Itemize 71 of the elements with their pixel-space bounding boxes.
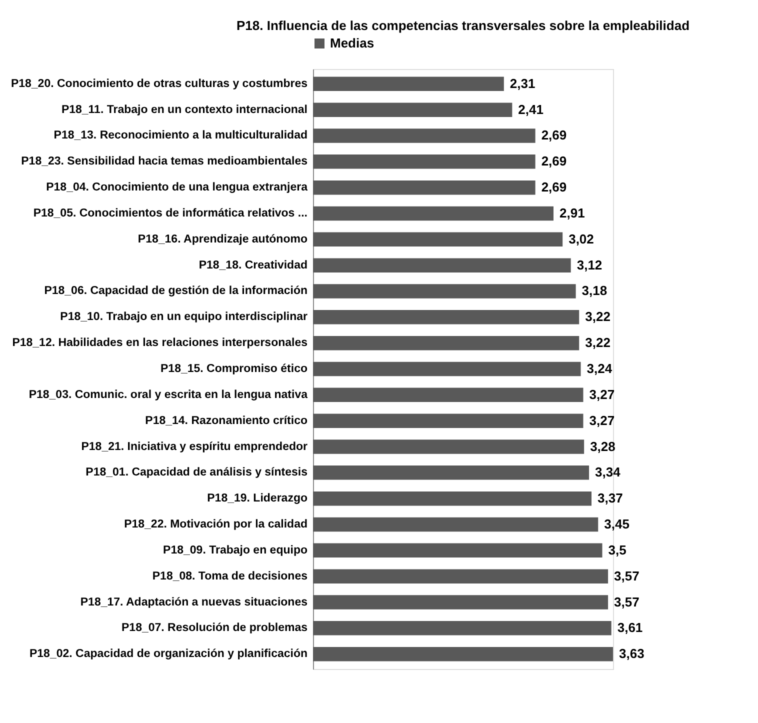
data-label: 3,57 (614, 594, 640, 610)
y-tick-label: P18_22. Motivación por la calidad (124, 518, 308, 531)
data-label: 2,69 (541, 180, 567, 195)
y-tick-label: P18_10. Trabajo en un equipo interdisciplinar (60, 311, 308, 324)
bar (313, 180, 536, 195)
y-tick-label: P18_02. Capacidad de organización y planificación (29, 648, 308, 660)
y-tick-label: P18_18. Creatividad (198, 259, 308, 272)
y-tick-label: P18_06. Capacidad de gestión de la información (44, 285, 308, 298)
bar (313, 517, 598, 532)
y-tick-label: P18_19. Liderazgo (207, 492, 308, 505)
y-tick-label: P18_15. Compromiso ético (160, 363, 308, 375)
y-tick-label: P18_12. Habilidades en las relaciones interpersonales (12, 337, 308, 350)
y-tick-label: P18_05. Conocimientos de informática relativos ... (33, 207, 308, 220)
y-tick-label: P18_16. Aprendizaje autónomo (138, 233, 308, 246)
bar (313, 362, 581, 376)
bar (313, 646, 613, 662)
data-label: 3,18 (582, 283, 608, 298)
data-label: 2,69 (541, 154, 567, 169)
y-tick-label: P18_11. Trabajo en un contexto internacional (61, 104, 308, 116)
data-label: 3,37 (598, 490, 623, 506)
legend-label: Medias (330, 36, 374, 50)
bar (313, 466, 590, 480)
data-label: 3,61 (617, 620, 643, 636)
bar (313, 284, 576, 298)
y-tick-label: P18_17. Adaptación a nuevas situaciones (80, 596, 308, 608)
bar (313, 76, 504, 92)
y-tick-label: P18_14. Razonamiento crítico (145, 414, 308, 427)
data-label: 3,22 (585, 335, 610, 350)
data-label: 3,27 (589, 386, 615, 402)
data-label: 2,31 (510, 76, 536, 91)
bar (313, 102, 512, 117)
data-label: 3,12 (576, 257, 602, 272)
y-tick-label: P18_07. Resolución de problemas (122, 622, 308, 634)
chart-title: P18. Influencia de las competencias transversales sobre la empleabilidad (236, 18, 690, 33)
bar (313, 128, 536, 143)
bar (313, 388, 584, 402)
bar (313, 232, 563, 247)
y-tick-label: P18_21. Iniciativa y espíritu emprendedor (81, 440, 308, 453)
data-label: 3,63 (619, 646, 644, 662)
data-label: 3,02 (568, 231, 594, 246)
data-label: 3,24 (586, 361, 613, 376)
bar (313, 154, 536, 169)
bar (313, 621, 612, 636)
bar (313, 414, 584, 428)
y-tick-label: P18_08. Toma de decisiones (152, 570, 308, 582)
data-label: 3,57 (614, 568, 640, 584)
y-tick-label: P18_09. Trabajo en equipo (163, 544, 308, 556)
bar (313, 440, 584, 454)
bar (313, 491, 592, 506)
bar (313, 543, 602, 558)
data-label: 2,41 (518, 102, 544, 117)
bar (313, 258, 571, 272)
data-label: 2,69 (541, 128, 567, 143)
data-label: 3,34 (595, 464, 622, 480)
data-label: 3,22 (585, 309, 610, 324)
y-tick-label: P18_03. Comunic. oral y escrita en la lengua nativa (28, 388, 308, 401)
data-label: 3,45 (604, 516, 630, 532)
y-tick-label: P18_23. Sensibilidad hacia temas medioambientales (21, 156, 308, 168)
y-tick-label: P18_20. Conocimiento de otras culturas y costumbres (10, 78, 308, 90)
bar (313, 336, 580, 350)
data-label: 3,27 (589, 412, 615, 428)
bar (313, 569, 608, 584)
data-label: 3,5 (608, 542, 626, 558)
y-tick-label: P18_04. Conocimiento de una lengua extranjera (46, 182, 308, 194)
bar (313, 310, 580, 324)
bar (313, 206, 554, 221)
data-label: 3,28 (590, 438, 616, 454)
y-tick-label: P18_01. Capacidad de análisis y síntesis (86, 466, 308, 479)
data-label: 2,91 (559, 205, 585, 220)
y-tick-label: P18_13. Reconocimiento a la multiculturalidad (54, 130, 308, 142)
bar (313, 595, 608, 610)
